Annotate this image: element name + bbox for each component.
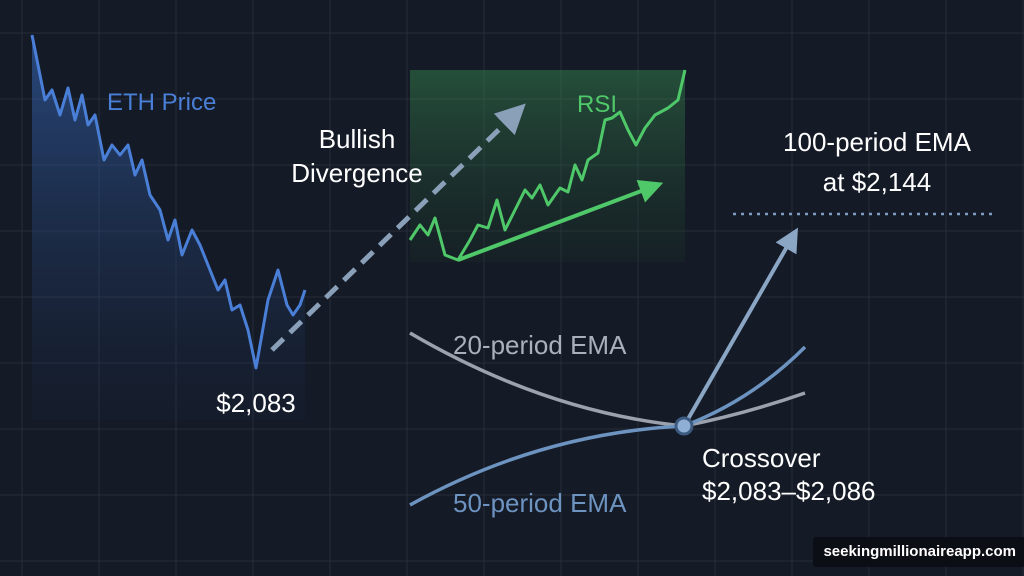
rsi-trend-arrow (457, 179, 664, 262)
ema100-label-line1: 100-period EMA (783, 127, 972, 157)
eth-price-area (32, 35, 305, 420)
eth-price-line (30, 34, 307, 370)
watermark: seekingmillionaireapp.com (813, 537, 1024, 567)
crossover-point (674, 416, 694, 436)
divergence-dashed-arrow (270, 103, 526, 352)
breakout-arrow (682, 227, 798, 427)
rsi-panel (410, 70, 685, 262)
ema20-curve (409, 331, 806, 428)
rsi-line (408, 69, 687, 262)
divergence-label-line1: Bullish (319, 124, 396, 154)
ema100-label-line2: at $2,144 (823, 167, 931, 197)
crossover-label-line2: $2,083–$2,086 (702, 476, 876, 506)
crossover-label-line1: Crossover (702, 443, 821, 473)
rsi-label: RSI (577, 91, 617, 118)
ema50-label: 50-period EMA (453, 488, 627, 518)
low-price-label: $2,083 (216, 388, 296, 418)
ema20-label: 20-period EMA (453, 330, 627, 360)
ema50-curve (409, 345, 807, 507)
divergence-label-line2: Divergence (291, 158, 423, 188)
eth-price-label: ETH Price (107, 89, 216, 116)
